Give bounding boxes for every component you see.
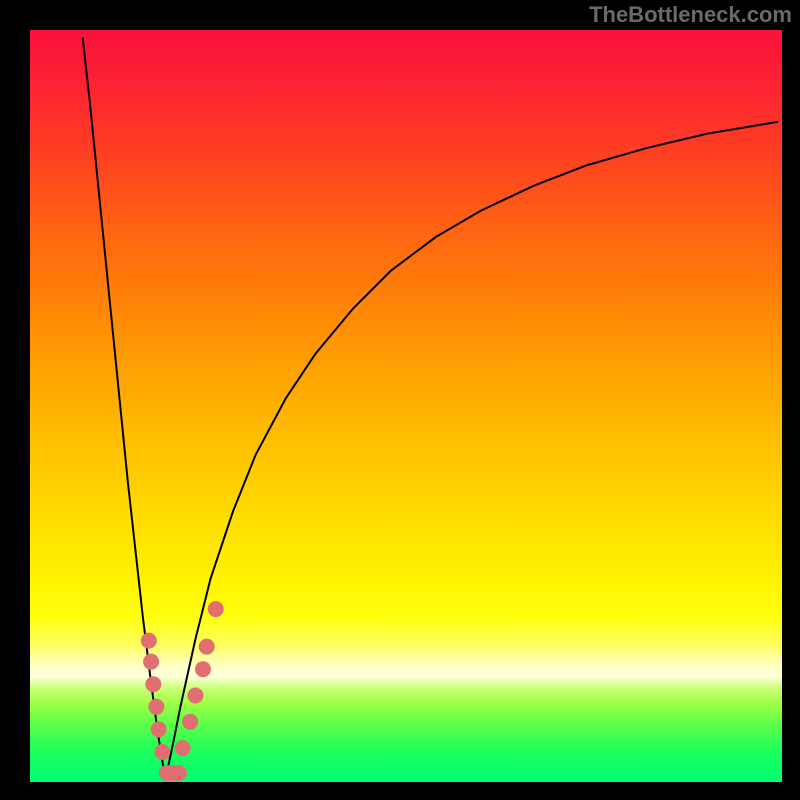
data-marker xyxy=(175,740,191,756)
data-marker xyxy=(171,765,187,781)
data-marker xyxy=(199,639,215,655)
data-marker xyxy=(195,661,211,677)
data-marker xyxy=(145,676,161,692)
data-marker xyxy=(141,633,157,649)
data-marker xyxy=(148,699,164,715)
data-marker xyxy=(143,654,159,670)
bottleneck-chart: TheBottleneck.com xyxy=(0,0,800,800)
data-marker xyxy=(154,744,170,760)
data-marker xyxy=(208,601,224,617)
watermark-text: TheBottleneck.com xyxy=(589,2,792,28)
data-marker xyxy=(182,714,198,730)
chart-svg xyxy=(0,0,800,800)
data-marker xyxy=(151,721,167,737)
data-marker xyxy=(187,688,203,704)
